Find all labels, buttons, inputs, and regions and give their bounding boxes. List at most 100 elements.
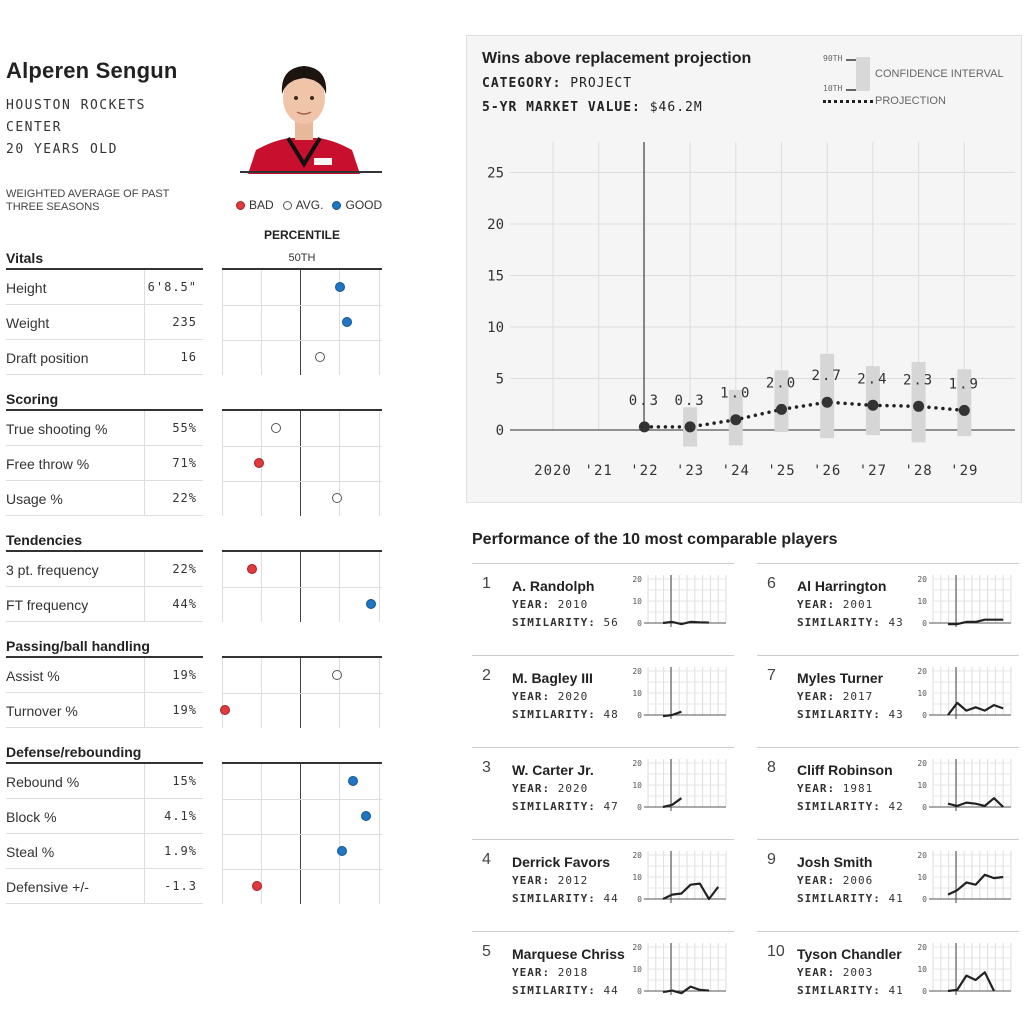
year-value: 2010 [557,598,589,611]
stat-divider [144,270,145,304]
grid-row-line [222,481,382,482]
market-value: $46.2M [649,100,703,115]
spark-line [947,971,995,993]
section-rule [6,268,203,270]
projection-point [958,404,970,416]
comparable-rank: 10 [767,943,785,960]
category-value: PROJECT [570,76,633,91]
category-label: CATEGORY: [482,76,562,91]
player-name: Alperen Sengun [6,58,178,83]
comparable-name: Josh Smith [797,854,873,870]
percentile-grid [222,764,382,904]
stat-label: Defensive +/- [6,879,89,895]
stat-value: 6'8.5" [147,280,197,294]
comparable-rank: 3 [482,759,491,776]
year-value: 2001 [842,598,874,611]
comparable-player: 4 Derrick Favors YEAR: 2012 SIMILARITY: 44 2… [472,839,734,919]
year-value: 2020 [557,690,589,703]
stat-row: Free throw % 71% [6,446,203,481]
spark-tick-label: 0 [637,803,642,812]
spark-tick-label: 20 [632,759,642,768]
projection-point [867,399,879,411]
spark-line [662,882,720,901]
percentile-dot-avg [332,670,343,680]
similarity-value: 56 [603,616,619,629]
percentile-dot-avg [271,423,282,433]
stat-row: Draft position 16 [6,340,203,375]
y-tick-label: 5 [496,372,504,388]
year-value: 2012 [557,874,589,887]
player-team: HOUSTON ROCKETS [6,98,146,113]
stat-label: FT frequency [6,597,89,613]
percentile-dot-good [337,846,347,856]
grid-row-line [222,340,382,341]
projection-value-label: 1.9 [949,376,980,392]
y-tick-label: 20 [487,217,504,233]
similarity-value: 44 [603,984,619,997]
percentile-50th-line [300,411,301,516]
spark-tick-label: 0 [922,895,927,904]
comparable-player: 6 Al Harrington YEAR: 2001 SIMILARITY: 43 20… [757,563,1019,643]
spark-tick-label: 0 [637,711,642,720]
comparable-name: Tyson Chandler [797,946,902,962]
percentile-grid [222,270,382,375]
spark-tick-label: 20 [632,667,642,676]
comparables-title: Performance of the 10 most comparable pl… [472,531,838,548]
x-tick-label: '25 [767,463,795,479]
stat-divider [144,340,145,374]
stat-row: Steal % 1.9% [6,834,203,869]
similarity-label: SIMILARITY: [797,800,881,813]
percentile-grid [222,411,382,516]
projection-point [684,421,696,433]
war-projection-chart: 0 5 10 15 20 25 2020 '21 '22 '23 '24 '25 '26 '27 '28 '2… [487,142,1015,479]
grid-column [339,270,340,375]
ci-legend-swatch [856,57,870,91]
similarity-label: SIMILARITY: [797,616,881,629]
spark-tick-label: 20 [917,851,927,860]
percentile-dot-good [365,599,376,609]
good-legend-dot [332,200,342,210]
spark-tick-label: 20 [917,667,927,676]
section-rule [6,762,203,764]
x-tick-label: '27 [859,463,887,479]
comparable-player: 3 W. Carter Jr. YEAR: 2020 SIMILARITY: 47 20… [472,747,734,827]
spark-tick-label: 10 [632,965,642,974]
stat-label: Draft position [6,350,89,366]
stat-value: 16 [180,350,197,364]
spark-tick-label: 0 [922,711,927,720]
comparable-similarity: SIMILARITY: 41 [797,892,904,905]
comparable-similarity: SIMILARITY: 47 [512,800,619,813]
comparable-player: 7 Myles Turner YEAR: 2017 SIMILARITY: 43 20 1… [757,655,1019,735]
grid-column [222,411,223,516]
projection-value-label: 2.4 [857,371,888,387]
stat-value: 19% [172,668,197,682]
comparable-sparkline: 20 10 0 [632,759,727,812]
comparable-year: YEAR: 1981 [797,782,873,795]
year-value: 1981 [842,782,874,795]
percentile-rule [222,762,382,764]
comparable-similarity: SIMILARITY: 48 [512,708,619,721]
stat-label: Steal % [6,844,55,860]
similarity-value: 41 [888,892,904,905]
comparable-rank: 1 [482,575,491,592]
weighted-average-note: WEIGHTED AVERAGE OF PAST THREE SEASONS [6,188,170,213]
spark-tick-label: 20 [632,851,642,860]
comparable-sparkline: 20 10 0 [917,575,1012,628]
comparable-divider [757,747,1019,748]
spark-tick-label: 10 [917,965,927,974]
percentile-grid [220,658,382,728]
stat-row: Height 6'8.5" [6,270,203,305]
spark-tick-label: 0 [637,987,642,996]
year-value: 2018 [557,966,589,979]
projection-point [730,414,742,426]
comparable-name: Myles Turner [797,670,884,686]
x-tick-label: '21 [585,463,613,479]
stat-divider [144,552,145,586]
similarity-value: 43 [888,616,904,629]
stat-label: Height [6,280,47,296]
spark-tick-label: 10 [632,781,642,790]
comparable-sparkline: 20 10 0 [632,943,727,996]
similarity-label: SIMILARITY: [512,616,596,629]
grid-row-line [222,869,382,870]
spark-tick-label: 20 [917,943,927,952]
